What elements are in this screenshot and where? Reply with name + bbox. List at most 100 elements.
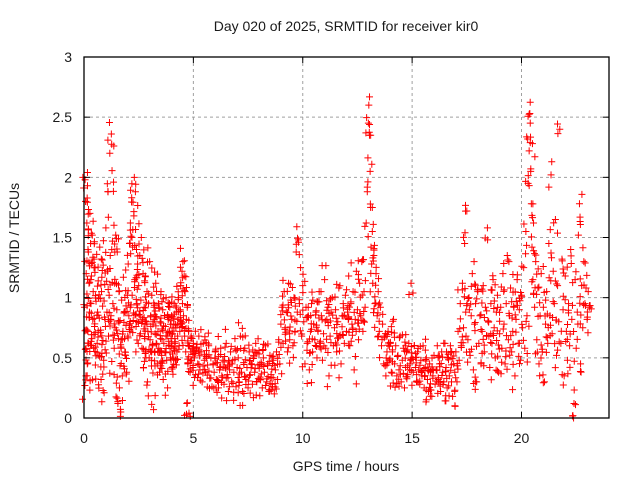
data-point bbox=[577, 360, 585, 368]
data-point bbox=[207, 374, 215, 382]
data-point bbox=[574, 231, 582, 239]
data-point bbox=[457, 339, 465, 347]
data-point bbox=[225, 383, 233, 391]
data-point bbox=[87, 341, 95, 349]
data-point bbox=[231, 355, 239, 363]
data-point bbox=[526, 119, 534, 127]
data-point bbox=[132, 180, 140, 188]
data-point bbox=[583, 271, 591, 279]
data-point bbox=[110, 221, 118, 229]
data-point bbox=[409, 289, 417, 297]
data-point bbox=[199, 339, 207, 347]
data-point bbox=[279, 276, 287, 284]
data-point bbox=[432, 366, 440, 374]
data-point bbox=[133, 336, 141, 344]
data-point bbox=[180, 257, 188, 265]
data-point bbox=[417, 356, 425, 364]
data-point bbox=[110, 331, 118, 339]
data-point bbox=[548, 158, 556, 166]
data-point bbox=[184, 341, 192, 349]
data-point bbox=[580, 281, 588, 289]
data-point bbox=[307, 379, 315, 387]
data-point bbox=[332, 306, 340, 314]
x-tick-label: 5 bbox=[189, 430, 197, 446]
data-point bbox=[374, 332, 382, 340]
data-point bbox=[269, 352, 277, 360]
y-tick-labels: 0 0.5 1 1.5 2 2.5 3 bbox=[53, 49, 73, 426]
data-point bbox=[490, 324, 498, 332]
data-point bbox=[303, 380, 311, 388]
data-point bbox=[199, 369, 207, 377]
data-point bbox=[534, 265, 542, 273]
data-point bbox=[126, 303, 134, 311]
data-point bbox=[317, 345, 325, 353]
data-point bbox=[224, 388, 232, 396]
data-point bbox=[376, 354, 384, 362]
data-point bbox=[426, 392, 434, 400]
data-point bbox=[149, 369, 157, 377]
data-point bbox=[478, 299, 486, 307]
data-point bbox=[557, 339, 565, 347]
data-point bbox=[163, 356, 171, 364]
data-point bbox=[429, 374, 437, 382]
data-point bbox=[323, 383, 331, 391]
data-point bbox=[153, 340, 161, 348]
data-point bbox=[127, 186, 135, 194]
data-point bbox=[324, 319, 332, 327]
data-point bbox=[338, 323, 346, 331]
data-point bbox=[95, 384, 103, 392]
data-point bbox=[224, 362, 232, 370]
data-point bbox=[276, 360, 284, 368]
data-point bbox=[540, 288, 548, 296]
data-point bbox=[283, 287, 291, 295]
data-point bbox=[294, 234, 302, 242]
data-point bbox=[87, 272, 95, 280]
data-point bbox=[479, 287, 487, 295]
data-point bbox=[570, 400, 578, 408]
data-point bbox=[416, 377, 424, 385]
data-point bbox=[227, 342, 235, 350]
data-point bbox=[132, 348, 140, 356]
data-point bbox=[238, 324, 246, 332]
data-point bbox=[559, 265, 567, 273]
data-point bbox=[563, 356, 571, 364]
data-point bbox=[304, 338, 312, 346]
data-point bbox=[554, 229, 562, 237]
data-point bbox=[479, 335, 487, 343]
data-point bbox=[110, 142, 118, 150]
data-point bbox=[515, 306, 523, 314]
data-point bbox=[542, 296, 550, 304]
data-point bbox=[354, 257, 362, 265]
data-point bbox=[503, 365, 511, 373]
data-point bbox=[100, 363, 108, 371]
data-point bbox=[329, 311, 337, 319]
data-point bbox=[112, 379, 120, 387]
data-point bbox=[560, 269, 568, 277]
data-point bbox=[150, 283, 158, 291]
data-point bbox=[136, 330, 144, 338]
data-point bbox=[106, 149, 114, 157]
data-point bbox=[523, 349, 531, 357]
data-point bbox=[487, 338, 495, 346]
data-point bbox=[315, 314, 323, 322]
data-point bbox=[218, 378, 226, 386]
data-point bbox=[292, 240, 300, 248]
data-point bbox=[157, 364, 165, 372]
x-tick-label: 15 bbox=[404, 430, 420, 446]
data-point bbox=[260, 368, 268, 376]
data-point bbox=[149, 320, 157, 328]
data-point bbox=[537, 354, 545, 362]
data-point bbox=[451, 387, 459, 395]
data-point bbox=[267, 373, 275, 381]
data-point bbox=[101, 323, 109, 331]
data-point bbox=[235, 378, 243, 386]
data-point bbox=[546, 321, 554, 329]
data-point bbox=[229, 379, 237, 387]
data-point bbox=[351, 352, 359, 360]
data-point bbox=[121, 348, 129, 356]
data-point bbox=[345, 303, 353, 311]
data-point bbox=[312, 311, 320, 319]
data-point bbox=[283, 348, 291, 356]
data-point bbox=[340, 339, 348, 347]
data-point bbox=[86, 299, 94, 307]
